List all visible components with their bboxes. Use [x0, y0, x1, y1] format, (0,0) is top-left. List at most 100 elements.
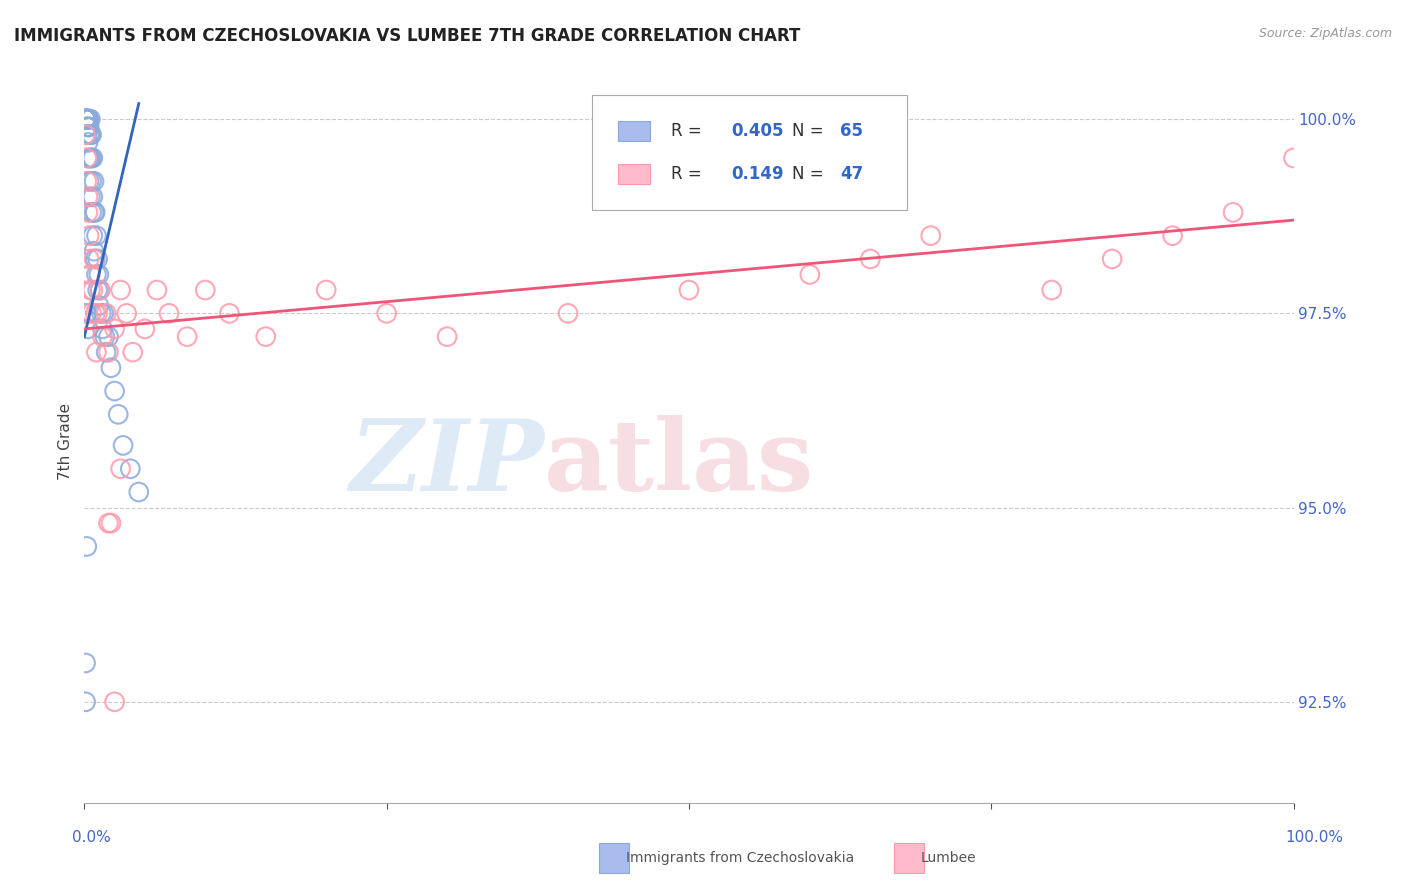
Point — [799, 268, 821, 282]
Point — [146, 283, 169, 297]
Point — [86, 228, 108, 243]
Text: N =: N = — [792, 122, 824, 140]
Point — [75, 112, 97, 127]
Point — [86, 345, 108, 359]
Point — [80, 128, 103, 142]
Point — [77, 190, 100, 204]
Point — [83, 244, 105, 259]
Point — [79, 190, 101, 204]
Point — [176, 329, 198, 343]
Point — [90, 306, 112, 320]
Text: R =: R = — [671, 122, 702, 140]
Point — [82, 228, 104, 243]
Point — [77, 112, 100, 127]
Point — [254, 329, 277, 343]
Point — [100, 360, 122, 375]
Point — [86, 252, 108, 266]
Point — [77, 120, 100, 134]
Point — [128, 485, 150, 500]
Point — [76, 128, 98, 142]
Point — [1222, 205, 1244, 219]
Point — [76, 151, 98, 165]
FancyBboxPatch shape — [592, 95, 907, 211]
Point — [218, 306, 240, 320]
Text: IMMIGRANTS FROM CZECHOSLOVAKIA VS LUMBEE 7TH GRADE CORRELATION CHART: IMMIGRANTS FROM CZECHOSLOVAKIA VS LUMBEE… — [14, 27, 800, 45]
Point — [76, 112, 98, 127]
Point — [77, 252, 100, 266]
Point — [94, 345, 117, 359]
Point — [315, 283, 337, 297]
Point — [76, 112, 98, 127]
Point — [91, 322, 114, 336]
Text: R =: R = — [671, 165, 702, 183]
Point — [920, 228, 942, 243]
Point — [79, 268, 101, 282]
Point — [87, 299, 110, 313]
Point — [80, 174, 103, 188]
Point — [76, 540, 98, 554]
Point — [86, 268, 108, 282]
Point — [77, 322, 100, 336]
Point — [77, 112, 100, 127]
Point — [77, 112, 100, 127]
Text: ZIP: ZIP — [349, 415, 544, 511]
Point — [100, 516, 122, 530]
Point — [84, 306, 107, 320]
Point — [84, 252, 107, 266]
Text: Immigrants from Czechoslovakia: Immigrants from Czechoslovakia — [626, 851, 853, 865]
Point — [82, 151, 104, 165]
Text: 0.0%: 0.0% — [72, 830, 111, 845]
Point — [93, 306, 115, 320]
Point — [80, 306, 103, 320]
Point — [94, 329, 117, 343]
Point — [157, 306, 180, 320]
Point — [77, 112, 100, 127]
Point — [75, 112, 97, 127]
FancyBboxPatch shape — [617, 121, 650, 141]
Point — [94, 306, 117, 320]
Point — [104, 695, 127, 709]
Point — [84, 205, 107, 219]
Point — [87, 268, 110, 282]
Text: 0.405: 0.405 — [731, 122, 783, 140]
Text: 100.0%: 100.0% — [1285, 830, 1344, 845]
Point — [859, 252, 882, 266]
Point — [77, 151, 100, 165]
Point — [77, 136, 100, 150]
Point — [82, 190, 104, 204]
Point — [83, 174, 105, 188]
Point — [97, 345, 120, 359]
Text: Lumbee: Lumbee — [921, 851, 977, 865]
Point — [77, 151, 100, 165]
Text: N =: N = — [792, 165, 824, 183]
Text: atlas: atlas — [544, 415, 814, 512]
Point — [86, 306, 108, 320]
Point — [75, 112, 97, 127]
Point — [80, 205, 103, 219]
Point — [75, 112, 97, 127]
Point — [82, 283, 104, 297]
Point — [77, 205, 100, 219]
Point — [79, 112, 101, 127]
Point — [75, 656, 97, 670]
Point — [75, 112, 97, 127]
Point — [89, 283, 111, 297]
Point — [77, 228, 100, 243]
Point — [104, 384, 127, 398]
Point — [89, 283, 111, 297]
Point — [76, 112, 98, 127]
Point — [76, 112, 98, 127]
Point — [115, 306, 138, 320]
FancyBboxPatch shape — [617, 164, 650, 184]
Point — [110, 461, 132, 475]
Point — [77, 174, 100, 188]
Point — [1161, 228, 1184, 243]
Point — [76, 174, 98, 188]
Point — [110, 283, 132, 297]
Y-axis label: 7th Grade: 7th Grade — [58, 403, 73, 480]
Point — [83, 205, 105, 219]
Point — [83, 252, 105, 266]
Text: 0.149: 0.149 — [731, 165, 785, 183]
Point — [76, 306, 98, 320]
Point — [107, 408, 129, 422]
